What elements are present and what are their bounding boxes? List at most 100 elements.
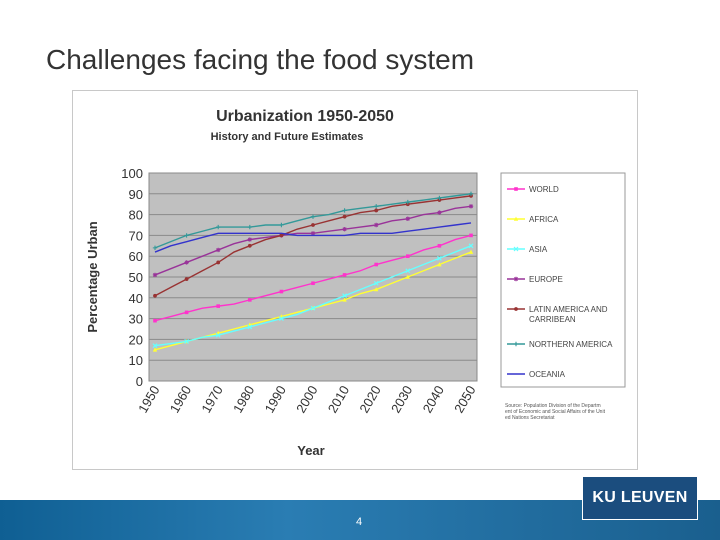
data-point (278, 316, 284, 322)
data-point (184, 339, 190, 344)
data-point (513, 341, 519, 347)
chart-subtitle: History and Future Estimates (211, 131, 364, 143)
legend-item: AFRICA (507, 215, 559, 224)
data-point (342, 208, 347, 213)
legend-item: NORTHERN AMERICA (507, 340, 613, 349)
data-point (152, 347, 158, 352)
series-group (152, 204, 474, 278)
data-point (468, 191, 474, 196)
data-point (216, 224, 221, 230)
y-tick-label: 60 (129, 249, 143, 264)
series-group (152, 243, 474, 349)
data-point (405, 268, 411, 274)
data-point (374, 204, 379, 209)
y-tick-label: 30 (129, 312, 143, 327)
data-point (184, 233, 189, 238)
data-point (513, 246, 519, 252)
data-point (373, 280, 379, 286)
data-point (152, 245, 158, 251)
data-point (374, 287, 379, 292)
data-point (279, 222, 284, 228)
y-tick-label: 80 (129, 208, 143, 223)
data-point (279, 233, 284, 238)
data-point (311, 223, 315, 227)
data-point (216, 260, 221, 265)
legend-item: OCEANIA (507, 370, 566, 379)
data-point (405, 274, 410, 279)
data-point (152, 343, 158, 349)
data-point (406, 254, 410, 258)
legend-label: ASIA (529, 245, 548, 254)
data-point (436, 255, 442, 261)
y-tick-label: 90 (129, 187, 143, 202)
data-point (374, 208, 379, 213)
data-point (247, 224, 252, 230)
data-point (437, 244, 442, 248)
data-point (405, 199, 410, 205)
legend-label: AFRICA (529, 215, 559, 224)
y-tick-label: 50 (129, 270, 143, 285)
data-point (215, 332, 221, 338)
data-point (513, 276, 519, 282)
urbanization-chart: Urbanization 1950-2050 History and Futur… (73, 91, 637, 469)
slide-title: Challenges facing the food system (46, 44, 475, 75)
data-point (342, 293, 348, 299)
data-point (152, 272, 158, 278)
data-point (513, 216, 519, 221)
data-point (153, 318, 157, 323)
source-note: Source: Population Division of the Depar… (505, 403, 606, 421)
data-point (468, 243, 474, 249)
data-point (248, 298, 252, 302)
data-point (216, 247, 221, 253)
data-point (468, 204, 474, 209)
data-point (153, 293, 157, 298)
data-point (342, 273, 347, 277)
legend-label: OCEANIA (529, 370, 566, 379)
series-group (152, 191, 474, 251)
data-point (342, 214, 347, 219)
data-point (514, 307, 518, 311)
x-axis-label: Year (297, 443, 324, 458)
series-lines (152, 191, 474, 352)
data-point (247, 324, 253, 330)
data-point (279, 289, 284, 294)
data-point (405, 216, 410, 221)
data-point (342, 226, 347, 232)
legend-label: LATIN AMERICA AND (529, 305, 608, 314)
page-number: 4 (356, 516, 363, 528)
data-point (310, 305, 316, 311)
series-group (153, 233, 473, 323)
chart-title: Urbanization 1950-2050 (216, 108, 394, 125)
data-point (311, 281, 315, 286)
data-point (247, 237, 252, 242)
legend-item: ASIA (507, 245, 548, 254)
y-tick-label: 70 (129, 228, 143, 243)
y-tick-label: 0 (136, 374, 143, 389)
data-point (374, 222, 379, 228)
legend-label: NORTHERN AMERICA (529, 340, 613, 349)
series-group (154, 222, 472, 253)
data-point (342, 297, 347, 302)
data-point (310, 231, 316, 236)
legend-label: WORLD (529, 185, 559, 194)
data-point (216, 304, 220, 308)
y-tick-label: 40 (129, 291, 143, 306)
data-point (469, 233, 473, 238)
data-point (437, 210, 442, 215)
series-line (154, 222, 472, 253)
data-point (310, 214, 316, 219)
y-tick-label: 100 (121, 166, 143, 181)
legend: WORLD AFRICA ASIA EUROPE LATIN AMERICA ANDCA… (507, 185, 613, 379)
legend-item: WORLD (507, 185, 559, 194)
data-point (514, 187, 518, 191)
data-point (437, 195, 442, 201)
data-point (468, 249, 474, 254)
data-point (184, 277, 189, 281)
y-tick-labels: 0 10 20 30 40 50 60 70 80 90 100 (121, 166, 143, 389)
chart-frame: Urbanization 1950-2050 History and Futur… (72, 90, 638, 470)
ku-leuven-logo: KU LEUVEN (582, 476, 698, 520)
data-point (184, 260, 189, 265)
y-axis-label: Percentage Urban (85, 221, 100, 332)
logo-text: KU LEUVEN (592, 489, 688, 506)
